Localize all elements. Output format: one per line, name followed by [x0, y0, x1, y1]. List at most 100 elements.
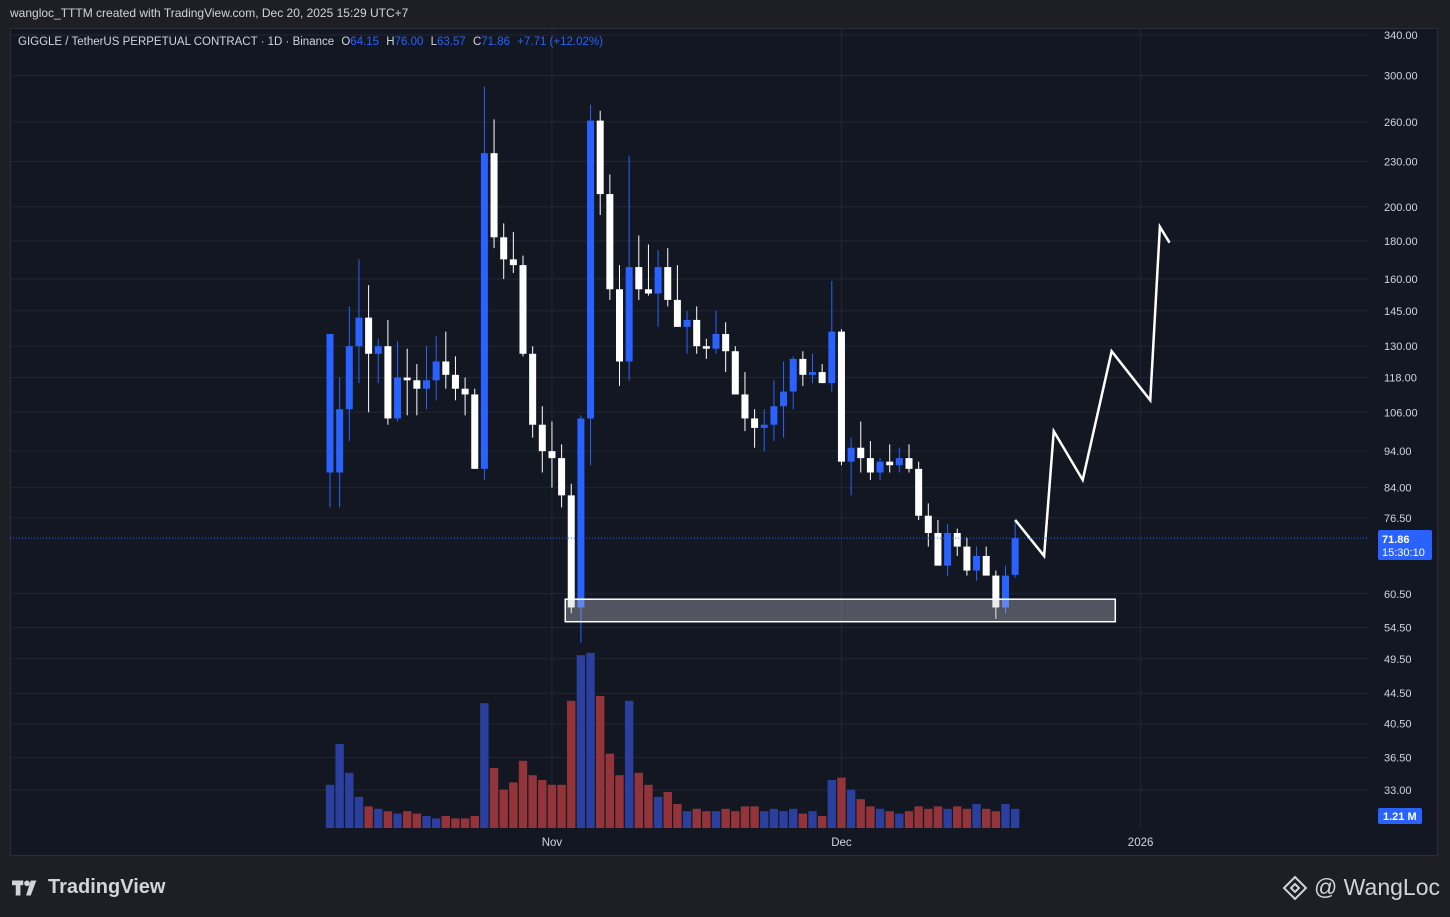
- candle-body: [944, 533, 952, 566]
- price-axis-tick: 130.00: [1384, 341, 1418, 353]
- tradingview-logo[interactable]: TradingView: [12, 876, 165, 899]
- price-axis[interactable]: 340.00 300.00 260.00 230.00 200.00 180.00 160.…: [1384, 30, 1418, 797]
- candle-body: [673, 299, 681, 327]
- price-axis-tick: 84.00: [1384, 483, 1412, 495]
- volume-bar: [875, 808, 885, 828]
- candle-body: [982, 555, 990, 576]
- volume-bar: [518, 760, 528, 828]
- last-price-value: 71.86: [1382, 534, 1410, 546]
- volume-bar: [431, 818, 441, 828]
- candle-body: [934, 533, 942, 566]
- volume-bar: [451, 818, 460, 828]
- volume-bar: [972, 804, 981, 828]
- price-axis-tick: 33.00: [1384, 785, 1412, 797]
- time-axis-tick: 2026: [1128, 837, 1154, 849]
- legend-change: +7.71 (+12.02%): [517, 36, 603, 48]
- legend-open-label: O: [341, 36, 350, 48]
- price-chart[interactable]: 340.00 300.00 260.00 230.00 200.00 180.00 160.…: [10, 28, 1438, 856]
- last-price-tag: 71.86 15:30:10: [1378, 530, 1432, 560]
- volume-bar: [403, 811, 412, 828]
- volume-bar: [885, 811, 894, 828]
- candle-body: [760, 424, 768, 428]
- candle-body: [895, 458, 903, 466]
- volume-bar: [644, 784, 653, 828]
- volume-tag-value: 1.21 M: [1383, 811, 1417, 823]
- volume-bar: [480, 703, 489, 828]
- candle-body: [567, 495, 575, 608]
- candle-body: [876, 461, 884, 473]
- candle-body: [461, 388, 469, 395]
- price-axis-tick: 340.00: [1384, 30, 1418, 42]
- grid-lines: [10, 28, 1368, 828]
- candle-body: [355, 317, 363, 347]
- candle-body: [924, 515, 932, 534]
- legend-symbol: GIGGLE / TetherUS PERPETUAL CONTRACT · 1…: [18, 36, 334, 48]
- volume-bar: [991, 811, 1001, 828]
- volume-bar: [576, 655, 586, 828]
- volume-bar: [374, 808, 383, 828]
- volume-bar: [914, 806, 923, 828]
- time-axis[interactable]: Nov Dec 2026: [542, 837, 1154, 849]
- price-axis-tick: 76.50: [1384, 513, 1412, 525]
- volume-bar: [460, 818, 470, 828]
- author-name: @ WangLoc: [1313, 874, 1440, 900]
- price-axis-tick: 200.00: [1384, 202, 1418, 214]
- candle-body: [336, 409, 344, 473]
- volume-bar: [1010, 808, 1020, 828]
- volume-bar: [750, 806, 759, 828]
- candle-body: [818, 372, 826, 384]
- volume-bar: [509, 782, 518, 828]
- volume-bar: [605, 753, 615, 828]
- volume-bar: [499, 789, 508, 828]
- volume-bar: [586, 652, 595, 828]
- volume-bar: [846, 789, 856, 828]
- volume-bar: [354, 796, 364, 828]
- volume-bar: [538, 780, 547, 828]
- candlesticks: [326, 86, 1019, 643]
- candle-body: [905, 458, 913, 469]
- candle-body: [770, 406, 778, 425]
- volume-bar: [412, 813, 422, 828]
- candle-body: [799, 358, 807, 375]
- candle-body: [664, 267, 672, 300]
- tradingview-logo-icon: [12, 880, 37, 895]
- candle-body: [587, 120, 595, 419]
- legend-high-label: H: [386, 36, 394, 48]
- volume-bar: [731, 811, 740, 828]
- volume-bar: [528, 775, 537, 828]
- volume-bar: [895, 813, 904, 828]
- volume-bar: [557, 784, 566, 828]
- price-axis-tick: 160.00: [1384, 274, 1418, 286]
- volume-bar: [393, 813, 402, 828]
- candle-body: [693, 319, 701, 347]
- price-axis-tick: 106.00: [1384, 407, 1418, 419]
- volume-bars: [325, 652, 1020, 828]
- volume-bar: [489, 768, 499, 828]
- price-axis-tick: 54.50: [1384, 623, 1412, 635]
- volume-bar: [962, 808, 972, 828]
- candle-body: [625, 267, 633, 362]
- volume-bar: [798, 813, 808, 828]
- legend-close-value: 71.86: [481, 36, 510, 48]
- volume-bar: [779, 811, 788, 828]
- volume-bar: [653, 796, 663, 828]
- support-zone: [564, 598, 1117, 623]
- candle-body: [451, 374, 459, 389]
- time-axis-tick: Dec: [831, 837, 852, 849]
- candle-body: [432, 361, 440, 381]
- candle-body: [847, 447, 855, 462]
- legend-high-value: 76.00: [395, 36, 424, 48]
- chart-caption: wangloc_TTTM created with TradingView.co…: [10, 6, 409, 20]
- volume-bar: [760, 811, 769, 828]
- candle-body: [500, 237, 508, 260]
- candle-body: [471, 394, 479, 469]
- volume-bar: [982, 808, 991, 828]
- volume-bar: [827, 780, 836, 828]
- price-axis-tick: 44.50: [1384, 688, 1412, 700]
- candle-body: [780, 391, 788, 407]
- projection-arrow: [1014, 222, 1171, 560]
- chart-panel[interactable]: [10, 28, 1438, 856]
- time-axis-tick: Nov: [542, 837, 563, 849]
- volume-bar: [943, 808, 952, 828]
- price-axis-tick: 49.50: [1384, 654, 1412, 666]
